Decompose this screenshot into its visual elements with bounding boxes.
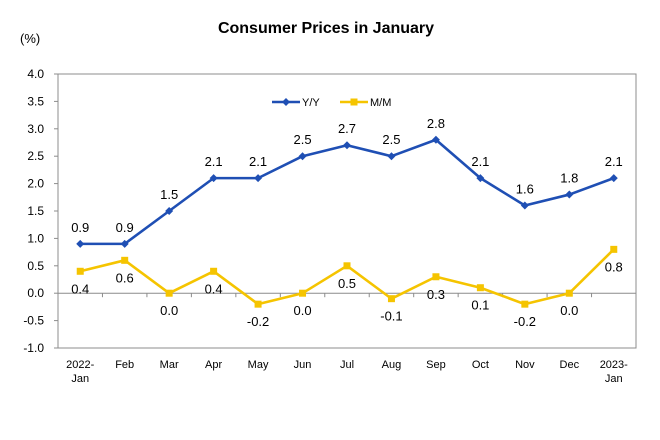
chart-title: Consumer Prices in January: [218, 20, 434, 37]
data-label-yy: 2.1: [605, 154, 623, 169]
x-tick-label: Mar: [160, 359, 179, 371]
x-tick-label: Oct: [472, 359, 489, 371]
point-yy: [254, 174, 263, 183]
point-mm: [521, 300, 529, 308]
data-label-mm: 0.3: [427, 287, 445, 302]
y-tick-label: 0.5: [27, 259, 44, 273]
legend-marker: [350, 98, 358, 106]
legend-label: Y/Y: [302, 97, 320, 109]
point-mm: [476, 284, 484, 292]
point-yy: [520, 201, 529, 210]
point-mm: [254, 300, 262, 308]
data-label-mm: 0.4: [205, 281, 223, 296]
point-mm: [299, 289, 307, 297]
point-mm: [432, 273, 440, 281]
point-mm: [165, 289, 173, 297]
data-label-yy: 0.9: [71, 220, 89, 235]
data-label-yy: 2.1: [205, 154, 223, 169]
y-tick-label: 2.5: [27, 149, 44, 163]
y-tick-label: 3.0: [27, 122, 44, 136]
y-tick-label: -0.5: [23, 314, 44, 328]
point-yy: [165, 207, 174, 215]
x-tick-label: 2022-: [66, 359, 94, 371]
x-tick-label: Nov: [515, 359, 535, 371]
data-label-mm: 0.1: [471, 298, 489, 313]
data-label-yy: 2.1: [471, 154, 489, 169]
data-label-yy: 1.8: [560, 171, 578, 186]
data-label-yy: 1.5: [160, 187, 178, 202]
x-tick-label: May: [248, 359, 269, 371]
x-tick-label: Jun: [294, 359, 312, 371]
y-tick-label: 1.0: [27, 231, 44, 245]
y-tick-label: 1.5: [27, 204, 44, 218]
point-mm: [387, 295, 395, 303]
data-label-mm: 0.0: [293, 303, 311, 318]
point-yy: [343, 141, 351, 150]
y-tick-label: 2.0: [27, 177, 44, 191]
point-mm: [210, 267, 218, 275]
point-yy: [609, 174, 618, 183]
x-tick-label: Jul: [340, 359, 354, 371]
x-tick-label: Apr: [205, 359, 222, 371]
data-label-yy: 2.8: [427, 116, 445, 131]
data-label-mm: 0.8: [605, 259, 623, 274]
point-yy: [76, 239, 85, 248]
legend-marker: [282, 98, 290, 106]
point-yy: [298, 152, 307, 161]
data-label-mm: -0.1: [380, 309, 402, 324]
point-mm: [121, 256, 129, 264]
x-tick-label: Jan: [605, 373, 623, 385]
x-tick-label: Dec: [560, 359, 580, 371]
data-label-mm: -0.2: [247, 314, 269, 329]
point-mm: [76, 267, 84, 275]
x-tick-label: Aug: [382, 359, 402, 371]
x-tick-label: 2023-: [600, 359, 628, 371]
y-tick-label: 3.5: [27, 94, 44, 108]
point-mm: [343, 262, 351, 270]
legend-label: M/M: [370, 97, 391, 109]
y-tick-label: -1.0: [23, 341, 44, 355]
data-label-yy: 2.7: [338, 121, 356, 136]
x-tick-label: Sep: [426, 359, 446, 371]
y-axis-unit: (%): [20, 31, 40, 46]
data-label-yy: 2.1: [249, 154, 267, 169]
data-label-mm: 0.0: [160, 303, 178, 318]
data-label-mm: 0.5: [338, 276, 356, 291]
point-yy: [387, 152, 396, 161]
data-label-mm: 0.4: [71, 281, 89, 296]
point-yy: [120, 239, 129, 248]
data-label-yy: 2.5: [382, 132, 400, 147]
point-mm: [565, 289, 573, 297]
x-tick-label: Jan: [71, 373, 89, 385]
y-tick-label: 0.0: [27, 286, 44, 300]
data-label-yy: 2.5: [293, 132, 311, 147]
point-yy: [476, 174, 485, 183]
plot-frame: [57, 73, 637, 349]
plot-area: -1.0 -0.5 0.0 0.5 1.0 1.5 2.0 2.5 3.0 3.5 4.0 2022-…: [23, 67, 637, 385]
y-tick-label: 4.0: [27, 67, 44, 81]
data-label-mm: 0.0: [560, 303, 578, 318]
point-yy: [209, 174, 218, 183]
x-tick-label: Feb: [115, 359, 134, 371]
point-yy: [565, 190, 574, 199]
point-yy: [431, 135, 440, 144]
point-mm: [610, 245, 618, 253]
data-label-yy: 1.6: [516, 182, 534, 197]
data-label-mm: 0.6: [116, 270, 134, 285]
data-label-yy: 0.9: [116, 220, 134, 235]
data-label-mm: -0.2: [514, 314, 536, 329]
